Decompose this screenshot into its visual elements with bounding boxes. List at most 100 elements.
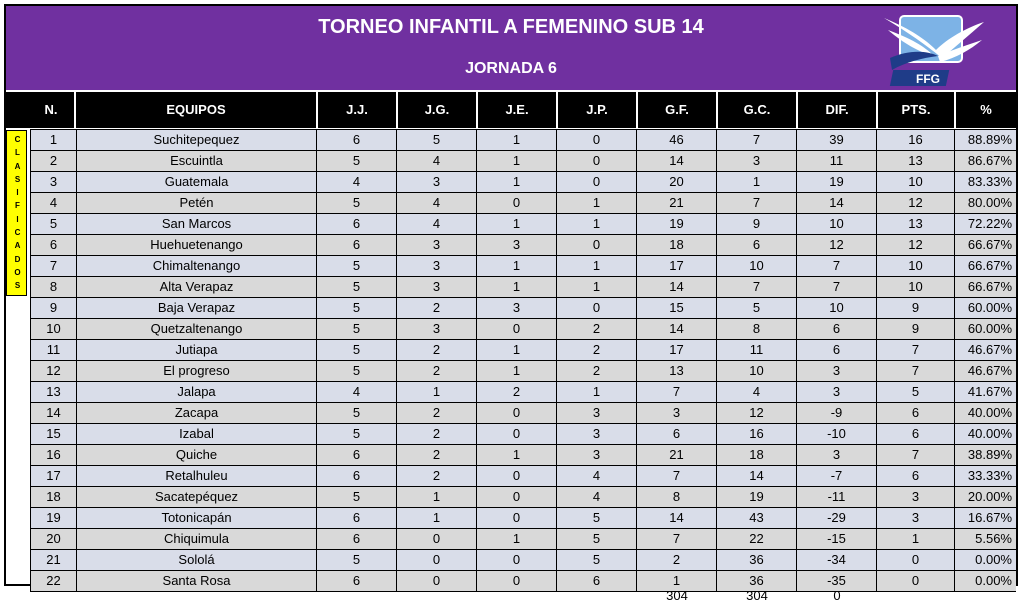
col-header-n[interactable]: N. (44, 102, 58, 117)
total-gc: 304 (746, 588, 768, 603)
cell-jp: 0 (556, 172, 636, 192)
cell-gc: 12 (716, 403, 796, 423)
cell-n: 7 (30, 256, 76, 276)
table-row[interactable]: 11 Jutiapa 5 2 1 2 17 11 6 7 46.67% (30, 339, 1016, 360)
cell-jg: 3 (396, 256, 476, 276)
cell-je: 3 (476, 235, 556, 255)
cell-pts: 9 (876, 298, 954, 318)
col-header-je[interactable]: J.E. (505, 102, 529, 117)
cell-jp: 0 (556, 298, 636, 318)
cell-pct: 16.67% (954, 508, 1016, 528)
cell-jg: 4 (396, 193, 476, 213)
cell-jg: 0 (396, 529, 476, 549)
cell-n: 1 (30, 130, 76, 150)
cell-jp: 3 (556, 445, 636, 465)
cell-jj: 5 (316, 340, 396, 360)
cell-jg: 0 (396, 550, 476, 570)
cell-jp: 2 (556, 319, 636, 339)
cell-gc: 16 (716, 424, 796, 444)
col-header-jj[interactable]: J.J. (346, 102, 368, 117)
table-row[interactable]: 6 Huehuetenango 6 3 3 0 18 6 12 12 66.67% (30, 234, 1016, 255)
table-row[interactable]: 7 Chimaltenango 5 3 1 1 17 10 7 10 66.67% (30, 255, 1016, 276)
col-header-pct[interactable]: % (980, 102, 992, 117)
cell-jj: 5 (316, 403, 396, 423)
cell-pts: 12 (876, 235, 954, 255)
cell-jg: 2 (396, 403, 476, 423)
col-header-jg[interactable]: J.G. (424, 102, 450, 117)
cell-dif: -10 (796, 424, 876, 444)
standings-frame: TORNEO INFANTIL A FEMENINO SUB 14 JORNAD… (4, 4, 1018, 592)
cell-gc: 10 (716, 256, 796, 276)
cell-dif: -7 (796, 466, 876, 486)
cell-gf: 14 (636, 151, 716, 171)
cell-jj: 5 (316, 256, 396, 276)
cell-n: 13 (30, 382, 76, 402)
cell-n: 5 (30, 214, 76, 234)
cell-team: Petén (76, 193, 316, 213)
table-header: N. EQUIPOS J.J. J.G. J.E. J.P. G.F. G.C.… (6, 92, 1016, 128)
cell-jg: 0 (396, 571, 476, 591)
table-row[interactable]: 21 Sololá 5 0 0 5 2 36 -34 0 0.00% (30, 549, 1016, 570)
cell-jg: 2 (396, 340, 476, 360)
cell-n: 12 (30, 361, 76, 381)
cell-je: 0 (476, 571, 556, 591)
cell-team: Alta Verapaz (76, 277, 316, 297)
cell-jp: 1 (556, 256, 636, 276)
table-row[interactable]: 3 Guatemala 4 3 1 0 20 1 19 10 83.33% (30, 171, 1016, 192)
cell-team: Totonicapán (76, 508, 316, 528)
cell-dif: 19 (796, 172, 876, 192)
table-row[interactable]: 2 Escuintla 5 4 1 0 14 3 11 13 86.67% (30, 150, 1016, 171)
col-header-jp[interactable]: J.P. (586, 102, 608, 117)
qualified-label-letter: C (14, 227, 21, 237)
cell-jp: 2 (556, 340, 636, 360)
cell-team: El progreso (76, 361, 316, 381)
cell-jp: 1 (556, 193, 636, 213)
cell-pct: 66.67% (954, 277, 1016, 297)
cell-je: 1 (476, 445, 556, 465)
table-row[interactable]: 4 Petén 5 4 0 1 21 7 14 12 80.00% (30, 192, 1016, 213)
table-row[interactable]: 18 Sacatepéquez 5 1 0 4 8 19 -11 3 20.00% (30, 486, 1016, 507)
table-row[interactable]: 20 Chiquimula 6 0 1 5 7 22 -15 1 5.56% (30, 528, 1016, 549)
cell-gc: 5 (716, 298, 796, 318)
table-row[interactable]: 13 Jalapa 4 1 2 1 7 4 3 5 41.67% (30, 381, 1016, 402)
table-row[interactable]: 10 Quetzaltenango 5 3 0 2 14 8 6 9 60.00% (30, 318, 1016, 339)
cell-jj: 4 (316, 382, 396, 402)
col-header-gf[interactable]: G.F. (665, 102, 689, 117)
cell-pct: 83.33% (954, 172, 1016, 192)
col-header-dif[interactable]: DIF. (825, 102, 849, 117)
cell-pct: 46.67% (954, 361, 1016, 381)
cell-jp: 1 (556, 277, 636, 297)
cell-pct: 60.00% (954, 319, 1016, 339)
col-header-equipos[interactable]: EQUIPOS (166, 102, 226, 117)
cell-gf: 7 (636, 382, 716, 402)
cell-pct: 88.89% (954, 130, 1016, 150)
col-header-pts[interactable]: PTS. (901, 102, 931, 117)
table-row[interactable]: 14 Zacapa 5 2 0 3 3 12 -9 6 40.00% (30, 402, 1016, 423)
table-row[interactable]: 22 Santa Rosa 6 0 0 6 1 36 -35 0 0.00% (30, 570, 1016, 591)
cell-gf: 2 (636, 550, 716, 570)
cell-jg: 1 (396, 508, 476, 528)
cell-jg: 3 (396, 172, 476, 192)
cell-pts: 16 (876, 130, 954, 150)
table-row[interactable]: 5 San Marcos 6 4 1 1 19 9 10 13 72.22% (30, 213, 1016, 234)
table-row[interactable]: 16 Quiche 6 2 1 3 21 18 3 7 38.89% (30, 444, 1016, 465)
table-row[interactable]: 9 Baja Verapaz 5 2 3 0 15 5 10 9 60.00% (30, 297, 1016, 318)
cell-jj: 6 (316, 214, 396, 234)
table-row[interactable]: 12 El progreso 5 2 1 2 13 10 3 7 46.67% (30, 360, 1016, 381)
cell-n: 3 (30, 172, 76, 192)
cell-n: 18 (30, 487, 76, 507)
cell-team: Retalhuleu (76, 466, 316, 486)
table-row[interactable]: 19 Totonicapán 6 1 0 5 14 43 -29 3 16.67% (30, 507, 1016, 528)
cell-jp: 0 (556, 151, 636, 171)
total-dif: 0 (833, 588, 841, 603)
table-row[interactable]: 17 Retalhuleu 6 2 0 4 7 14 -7 6 33.33% (30, 465, 1016, 486)
cell-jj: 5 (316, 424, 396, 444)
table-row[interactable]: 15 Izabal 5 2 0 3 6 16 -10 6 40.00% (30, 423, 1016, 444)
table-row[interactable]: 8 Alta Verapaz 5 3 1 1 14 7 7 10 66.67% (30, 276, 1016, 297)
cell-dif: -29 (796, 508, 876, 528)
cell-gc: 36 (716, 571, 796, 591)
col-header-gc[interactable]: G.C. (743, 102, 771, 117)
cell-gf: 7 (636, 466, 716, 486)
qualified-label-letter: O (14, 267, 21, 277)
table-row[interactable]: 1 Suchitepequez 6 5 1 0 46 7 39 16 88.89% (30, 129, 1016, 150)
